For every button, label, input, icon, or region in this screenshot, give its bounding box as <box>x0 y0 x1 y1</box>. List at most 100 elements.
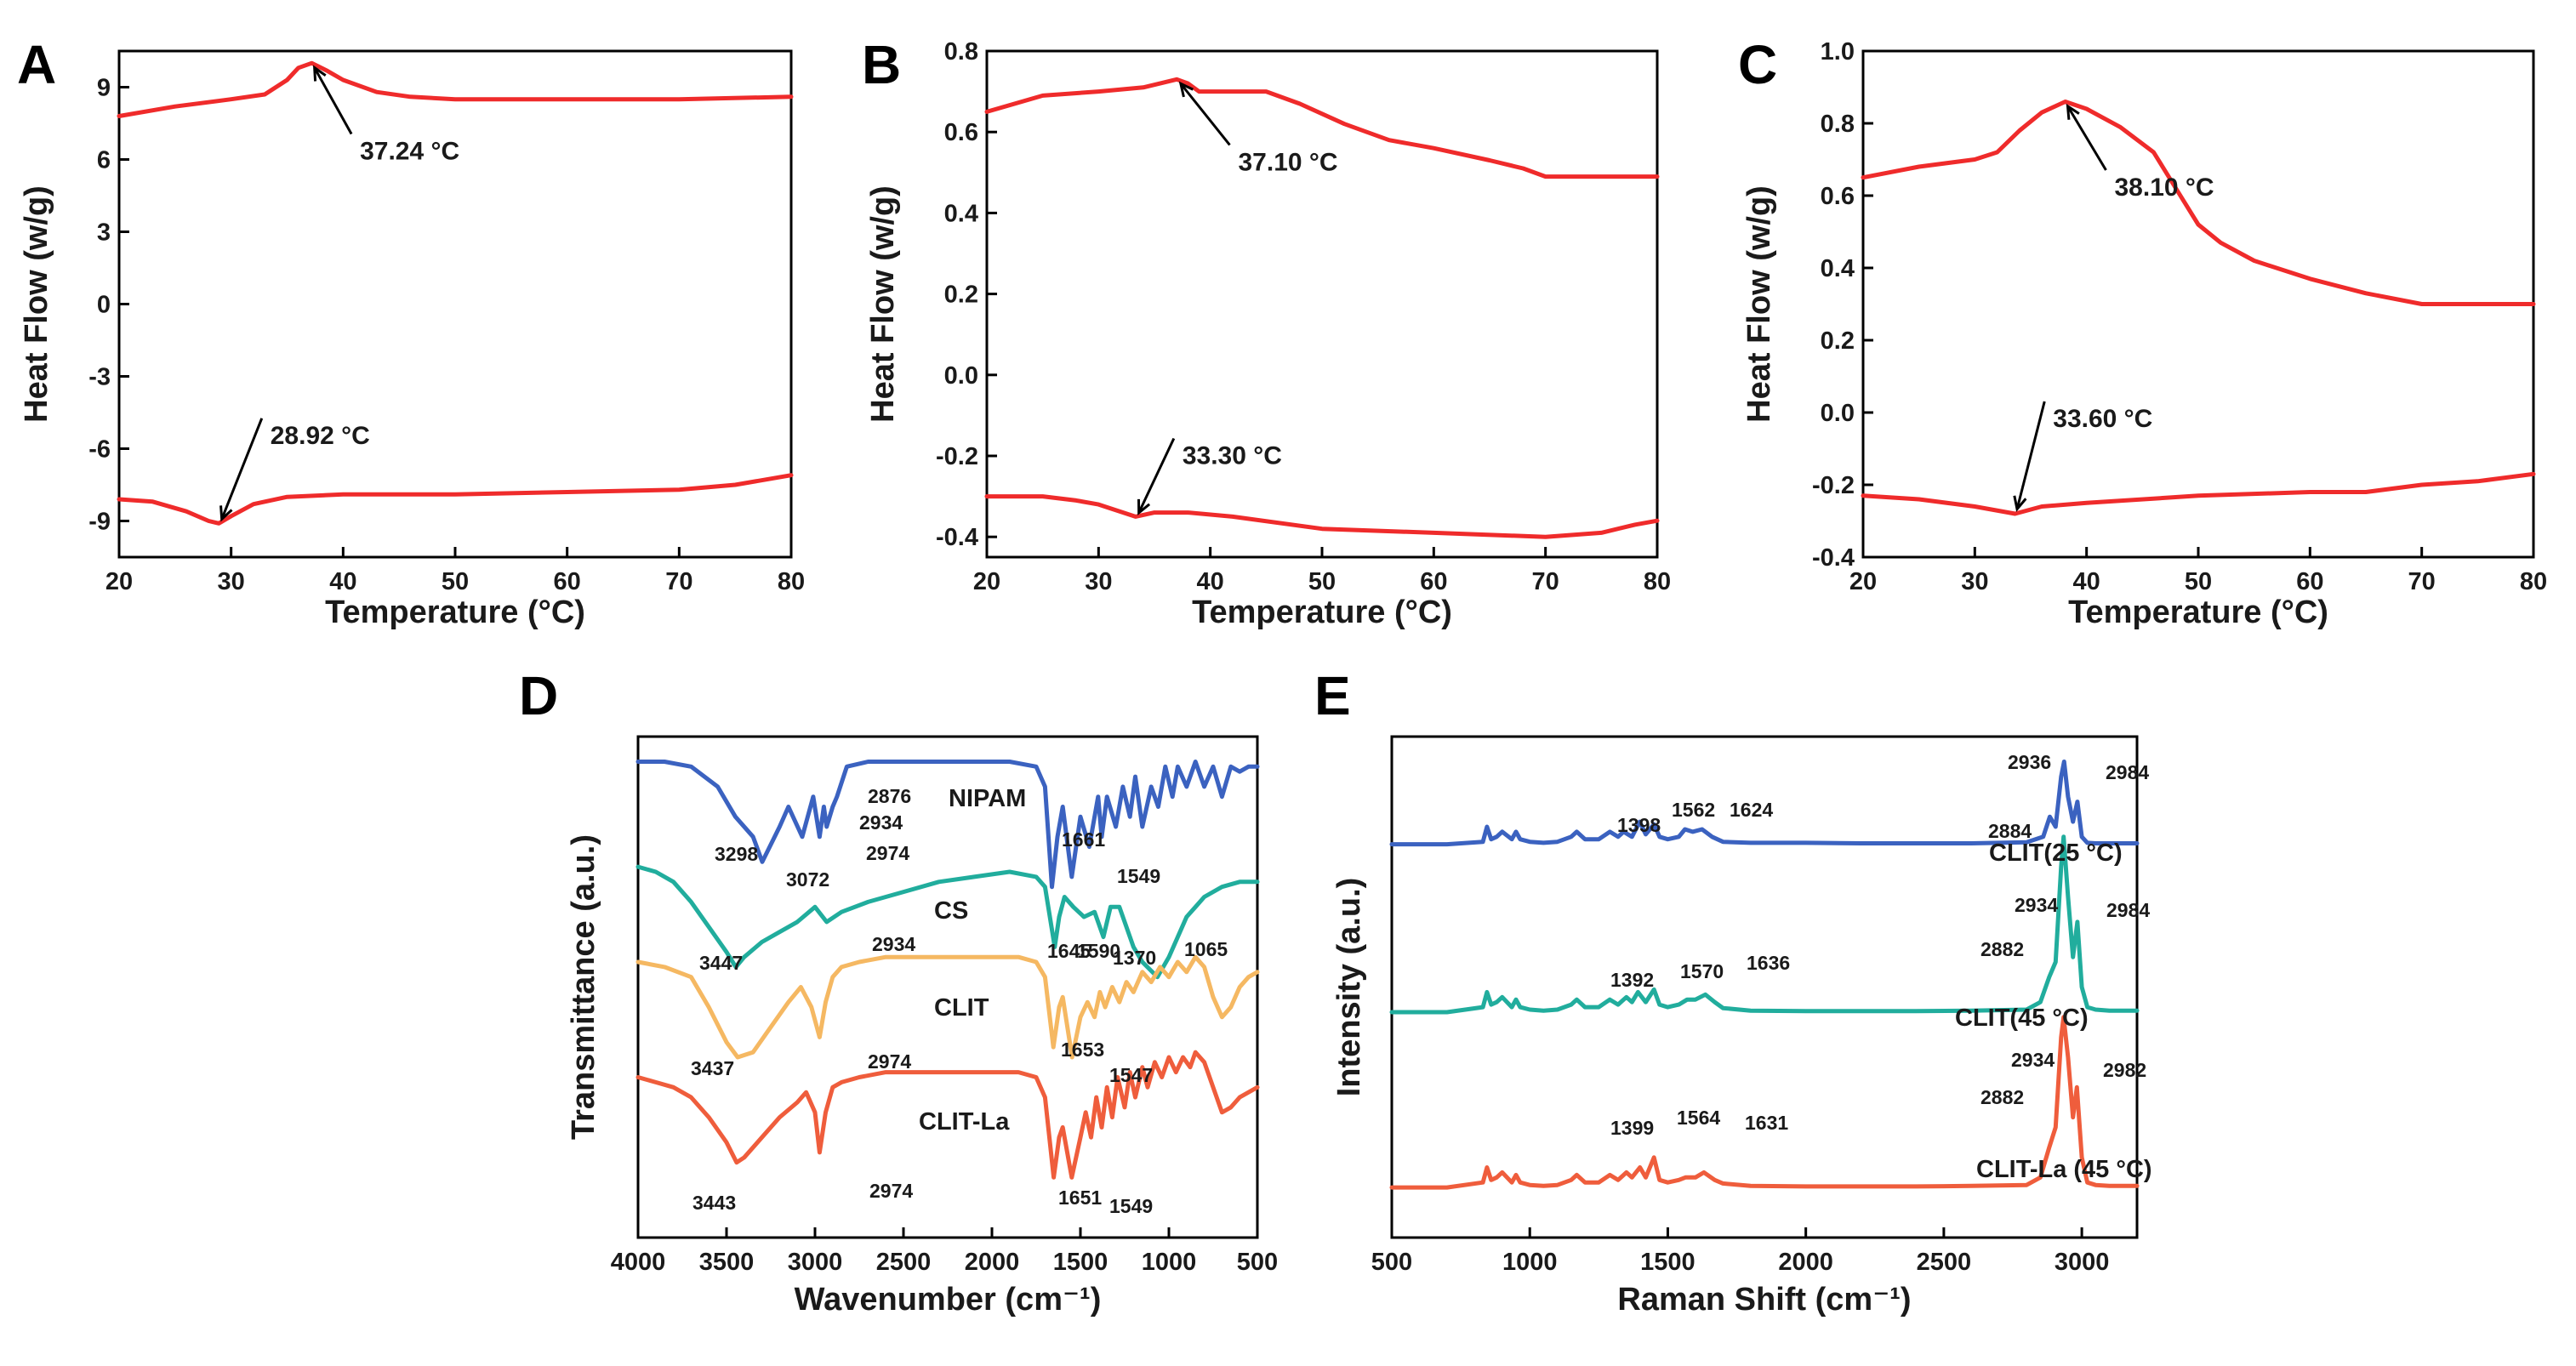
peak-label: 2884 <box>1988 820 2032 842</box>
x-axis-title: Raman Shift (cm⁻¹) <box>1617 1282 1911 1318</box>
annotation-arrowhead <box>2013 495 2027 512</box>
series-line-0 <box>984 77 1660 179</box>
annotation-arrowhead <box>1137 498 1151 516</box>
peak-label: 3437 <box>691 1057 734 1079</box>
panel-letter: D <box>519 665 558 726</box>
y-tick-label: 9 <box>97 75 111 102</box>
x-tick-label: 80 <box>778 568 805 595</box>
peak-label: 1562 <box>1672 799 1715 821</box>
y-axis-title: Heat Flow (w/g) <box>865 185 901 423</box>
annotation-arrowhead <box>219 505 233 522</box>
x-tick-label: 3000 <box>788 1249 843 1276</box>
x-tick-label: 2500 <box>876 1249 932 1276</box>
panel-b: B 20 30 40 50 60 70 80 -0.4 -0.2 0.0 0.2 0.4 0.6 0.8 Te… <box>862 34 1671 630</box>
x-tick-label: 40 <box>329 568 356 595</box>
series-label: CLIT(25 °C) <box>1989 840 2123 867</box>
panel-letter: B <box>862 34 901 95</box>
peak-label: 2984 <box>2106 899 2150 921</box>
x-tick-label: 2000 <box>965 1249 1020 1276</box>
peak-label: 2882 <box>1980 938 2024 960</box>
y-tick-label: -3 <box>88 364 111 391</box>
peak-label: 1636 <box>1747 952 1790 974</box>
peak-label: 1547 <box>1109 1064 1153 1086</box>
x-tick-label: 50 <box>442 568 469 595</box>
annotation-label: 33.30 °C <box>1183 442 1282 470</box>
peak-label: 1653 <box>1061 1039 1104 1061</box>
annotation-arrow <box>313 66 353 135</box>
peak-label: 2974 <box>869 1180 913 1202</box>
panel-d: D 4000 3500 3000 2500 2000 1500 1000 500 Wavenumb… <box>519 665 1278 1318</box>
y-tick-label: -0.4 <box>936 524 978 551</box>
peak-label: 1399 <box>1610 1117 1654 1139</box>
y-tick-label: 0.8 <box>1821 111 1855 138</box>
plot-frame <box>636 735 1259 1239</box>
series-line-nipam <box>635 760 1260 890</box>
x-axis-title: Wavenumber (cm⁻¹) <box>795 1282 1102 1318</box>
peak-label: 1651 <box>1058 1187 1102 1209</box>
y-tick-label: 0.2 <box>944 282 978 309</box>
peak-label: 1392 <box>1610 969 1654 991</box>
y-tick-label: -9 <box>88 509 111 536</box>
x-tick-label: 60 <box>1420 568 1447 595</box>
y-tick-label: 0.6 <box>1821 183 1855 210</box>
x-tick-label: 500 <box>1371 1249 1412 1276</box>
peak-label: 2934 <box>2015 894 2058 916</box>
annotation-arrowhead <box>312 65 327 82</box>
peak-label: 1564 <box>1677 1107 1720 1129</box>
x-tick-label: 1500 <box>1053 1249 1108 1276</box>
y-axis-title: Heat Flow (w/g) <box>19 185 54 423</box>
peak-label: 3298 <box>715 843 758 865</box>
series-line-cs <box>635 864 1260 980</box>
peak-label: 3447 <box>699 952 743 974</box>
series-line-1 <box>1861 471 2536 516</box>
x-tick-label: 50 <box>2185 568 2212 595</box>
annotation-arrow <box>2015 401 2046 509</box>
x-tick-label: 20 <box>973 568 1000 595</box>
series-line-1 <box>984 494 1660 539</box>
plot-frame <box>117 49 793 559</box>
x-tick-label: 60 <box>2296 568 2323 595</box>
x-tick-label: 4000 <box>611 1249 666 1276</box>
panel-c: C 20 30 40 50 60 70 80 -0.4 -0.2 0.0 0.2 0.4 0.6 0.8 1.… <box>1738 34 2547 630</box>
x-tick-label: 1000 <box>1502 1249 1558 1276</box>
series-label: CLIT <box>934 994 989 1022</box>
peak-label: 1065 <box>1184 938 1228 960</box>
y-tick-label: 0.4 <box>944 200 978 227</box>
peak-label: 1370 <box>1113 947 1156 969</box>
annotation-label: 38.10 °C <box>2115 174 2214 202</box>
annotation-arrowhead <box>2066 103 2080 120</box>
annotation-label: 37.24 °C <box>360 138 459 166</box>
x-tick-label: 3000 <box>2055 1249 2110 1276</box>
x-tick-label: 40 <box>2073 568 2100 595</box>
series-line-clit-la <box>635 1050 1260 1180</box>
x-axis-title: Temperature (°C) <box>2068 595 2328 630</box>
peak-label: 1570 <box>1680 960 1724 982</box>
annotation-arrow <box>2066 105 2107 171</box>
peak-label: 3072 <box>786 868 829 891</box>
peak-label: 2974 <box>866 842 909 864</box>
series-label: CS <box>934 897 968 925</box>
peak-label: 1645 <box>1047 940 1091 962</box>
y-tick-label: 0 <box>97 292 111 319</box>
y-tick-label: 0.6 <box>944 119 978 146</box>
series-line-clit-la-45-c- <box>1389 1015 2140 1190</box>
series-label: CLIT-La <box>919 1108 1010 1135</box>
peak-label: 2934 <box>872 933 915 955</box>
x-tick-label: 80 <box>2520 568 2547 595</box>
panel-a: A 20 30 40 50 60 70 80 -9 -6 -3 0 3 6 9 Temperature (°C… <box>17 34 805 630</box>
peak-label: 2876 <box>868 785 911 807</box>
peak-label: 1661 <box>1062 828 1105 851</box>
x-axis-title: Temperature (°C) <box>325 595 585 630</box>
annotation-arrowhead <box>1178 81 1194 98</box>
y-tick-label: -0.2 <box>1812 472 1855 499</box>
x-tick-label: 2500 <box>1917 1249 1972 1276</box>
y-tick-label: 6 <box>97 147 111 174</box>
peak-label: 1398 <box>1617 814 1661 836</box>
y-axis-title: Transmittance (a.u.) <box>566 834 601 1140</box>
series-label: NIPAM <box>949 785 1026 812</box>
annotation-arrow <box>1137 437 1176 514</box>
y-tick-label: -0.2 <box>936 443 978 470</box>
panel-letter: A <box>17 34 56 95</box>
series-line-clit <box>635 954 1260 1060</box>
